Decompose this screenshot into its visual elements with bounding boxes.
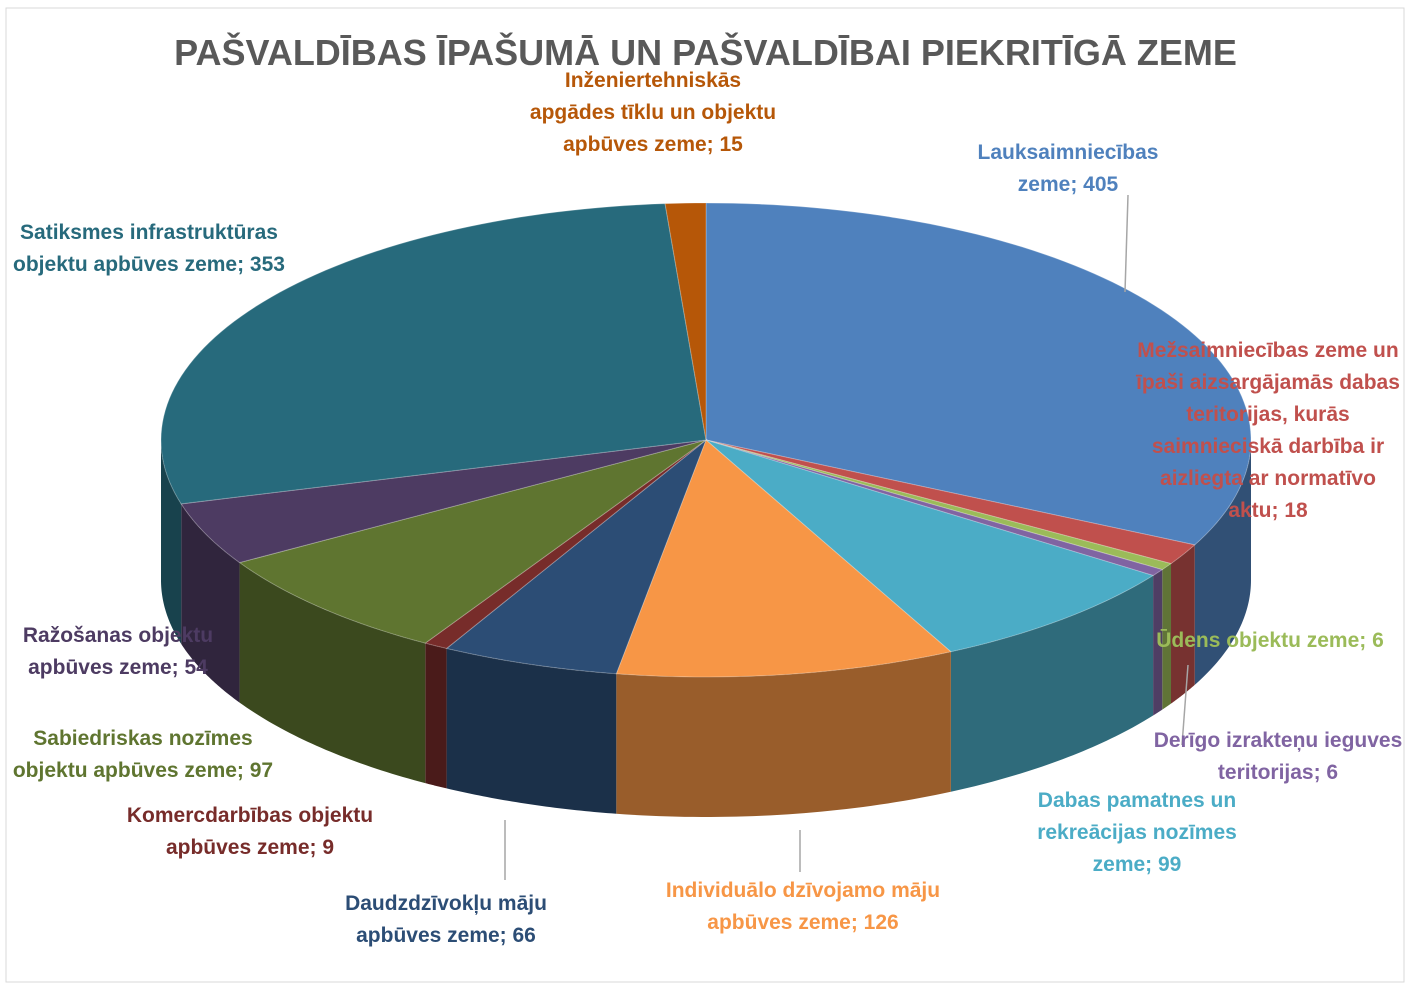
slice [615,439,952,678]
leader-line [1181,664,1189,746]
data-label: Sabiedriskas nozīmes objektu apbūves zem… [12,727,274,782]
data-label: Ražošanas objektu apbūves zeme; 54 [22,624,214,679]
data-label: Inženiertehniskās apgādes tīklu un objek… [529,69,777,156]
data-label: Satiksmes infrastruktūras objektu apbūve… [13,221,285,276]
slice-side [616,651,951,817]
slice-side [1171,544,1195,704]
slice [705,439,1164,577]
slice [705,439,1196,565]
data-label: Daudzdzīvokļu māju apbūves zeme; 66 [345,892,547,947]
data-label: Individuālo dzīvojamo māju apbūves zeme;… [665,879,941,934]
slice-side [950,575,1154,792]
slice-side [239,562,426,784]
slice-side [446,648,617,814]
data-label: Komercdarbības objektu apbūves zeme; 9 [126,804,374,859]
slice-side [181,503,240,703]
slice [238,439,707,644]
data-label: Derīgo izrakteņu ieguves teritorijas; 6 [1153,729,1403,784]
slice [180,439,707,564]
slice-side [1162,563,1172,710]
slice-side [1153,569,1163,716]
data-label: Mežsaimniecības zeme un īpaši aizsargāja… [1136,339,1400,522]
data-label: Ūdens objektu zeme; 6 [1156,629,1384,652]
slice [705,202,1252,546]
data-label: Dabas pamatnes un rekreācijas nozīmes ze… [1037,789,1237,876]
slice [160,203,707,505]
leader-lines [504,194,1189,880]
slice [705,439,1155,653]
chart-border [5,7,1405,983]
data-label: Lauksaimniecības zeme; 405 [977,141,1159,196]
slice-side [1194,440,1251,685]
slice-side [425,643,447,789]
pie [160,202,1252,817]
slice [664,202,707,441]
chart-title: PAŠVALDĪBAS ĪPAŠUMĀ UN PAŠVALDĪBAI PIEKR… [174,32,1237,73]
slice [705,439,1173,571]
leader-line [1124,194,1129,293]
slice [445,438,708,675]
slice-side [161,440,182,644]
